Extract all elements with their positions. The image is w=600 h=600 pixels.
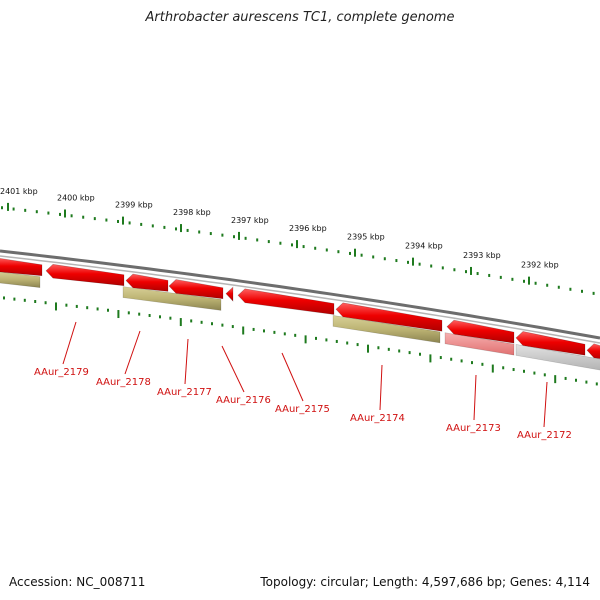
accession-text: Accession: NC_008711: [9, 575, 146, 589]
gene-leader-line: [124, 330, 141, 375]
backbone-line-outer: [0, 249, 600, 340]
gene-leader-line: [62, 321, 77, 365]
cds-arrow: [125, 273, 169, 292]
cds-arrow: [446, 319, 515, 344]
rna-feature: [0, 271, 41, 288]
cds-arrow: [335, 302, 443, 332]
ruler-label: 2392 kbp: [521, 261, 559, 270]
ruler-label: 2399 kbp: [115, 201, 153, 210]
gene-leader-line: [221, 345, 245, 393]
gene-leader-line: [543, 381, 548, 428]
ruler-label: 2395 kbp: [347, 233, 385, 242]
gene-label: AAur_2176: [216, 395, 271, 406]
ruler-label: 2401 kbp: [0, 187, 38, 196]
rna-feature: [332, 315, 441, 344]
ruler-label: 2394 kbp: [405, 242, 443, 251]
gene-label: AAur_2177: [157, 387, 212, 398]
ruler-label: 2396 kbp: [289, 224, 327, 233]
ruler-label: 2393 kbp: [463, 251, 501, 260]
ruler-outer: 2401 kbp 2400 kbp 2399 kbp 2398 kbp 2397 kbp…: [0, 187, 595, 295]
cds-arrow: [168, 279, 224, 300]
cds-arrow: [515, 331, 586, 356]
gene-leader-line: [184, 338, 189, 385]
cds-arrow: [45, 263, 125, 287]
pseudo-gene-feature: [515, 344, 600, 371]
ruler-label: 2397 kbp: [231, 216, 269, 225]
feature-track: [0, 258, 600, 371]
gene-leader-line: [281, 352, 304, 402]
pseudo-gene-feature: [444, 332, 515, 356]
gene-label: AAur_2174: [350, 413, 405, 424]
ruler-label: 2398 kbp: [173, 208, 211, 217]
cds-arrow: [0, 258, 43, 277]
ruler-label: 2400 kbp: [57, 194, 95, 203]
ruler-inner: [3, 296, 598, 386]
genome-summary-text: Topology: circular; Length: 4,597,686 bp…: [260, 575, 590, 589]
genome-backbone: [0, 249, 600, 344]
gene-label: AAur_2178: [96, 377, 151, 388]
map-title: Arthrobacter aurescens TC1, complete gen…: [145, 10, 455, 25]
backbone-line-inner: [0, 255, 600, 344]
gene-label-layer: AAur_2179 AAur_2178 AAur_2177 AAur_2176 AAur…: [34, 321, 572, 441]
cds-arrow: [237, 288, 335, 315]
gene-leader-line: [379, 364, 383, 411]
gene-label: AAur_2175: [275, 404, 330, 415]
gene-label: AAur_2179: [34, 367, 89, 378]
gene-leader-line: [473, 374, 477, 421]
gene-label: AAur_2173: [446, 423, 501, 434]
cds-arrow: [225, 286, 234, 302]
cds-arrow: [586, 343, 600, 359]
rna-feature: [122, 286, 222, 311]
gene-label: AAur_2172: [517, 430, 572, 441]
